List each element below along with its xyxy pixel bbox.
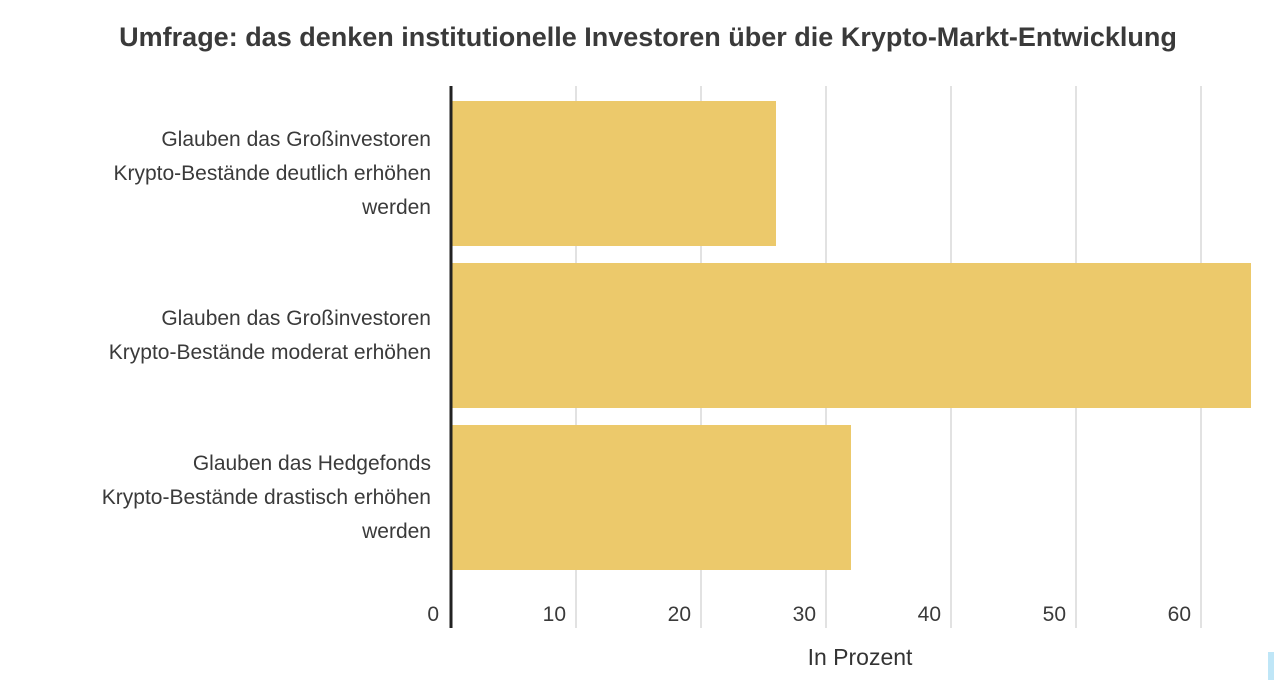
category-label-line: Glauben das Großinvestoren <box>161 306 431 330</box>
category-label-line: Glauben das Großinvestoren <box>161 127 431 151</box>
category-label: Glauben das Großinvestoren Krypto-Beständ… <box>1 123 431 225</box>
x-tick-label: 50 <box>1043 603 1066 626</box>
bar-1 <box>451 101 776 246</box>
category-label: Glauben das Hedgefonds Krypto-Bestände dr… <box>1 447 431 549</box>
x-tick-label: 10 <box>543 603 566 626</box>
category-label-line: Krypto-Bestände drastisch erhöhen <box>101 485 431 509</box>
x-axis-title: In Prozent <box>807 644 913 670</box>
bar-2 <box>451 263 1251 408</box>
edge-marker <box>1268 652 1274 680</box>
x-tick-label: 0 <box>427 603 439 626</box>
category-label-line: werden <box>362 519 431 543</box>
category-label-line: Krypto-Bestände moderat erhöhen <box>108 340 431 364</box>
category-label-line: Krypto-Bestände deutlich erhöhen <box>113 161 431 185</box>
x-tick-label: 40 <box>918 603 941 626</box>
category-label-line: werden <box>362 195 431 219</box>
chart-title: Umfrage: das denken institutionelle Inve… <box>119 22 1177 52</box>
category-label-line: Glauben das Hedgefonds <box>192 451 431 475</box>
x-tick-label: 30 <box>793 603 816 626</box>
bar-3 <box>451 425 851 570</box>
x-tick-label: 60 <box>1168 603 1191 626</box>
x-tick-label: 20 <box>668 603 691 626</box>
category-label: Glauben das Großinvestoren Krypto-Beständ… <box>1 302 431 370</box>
